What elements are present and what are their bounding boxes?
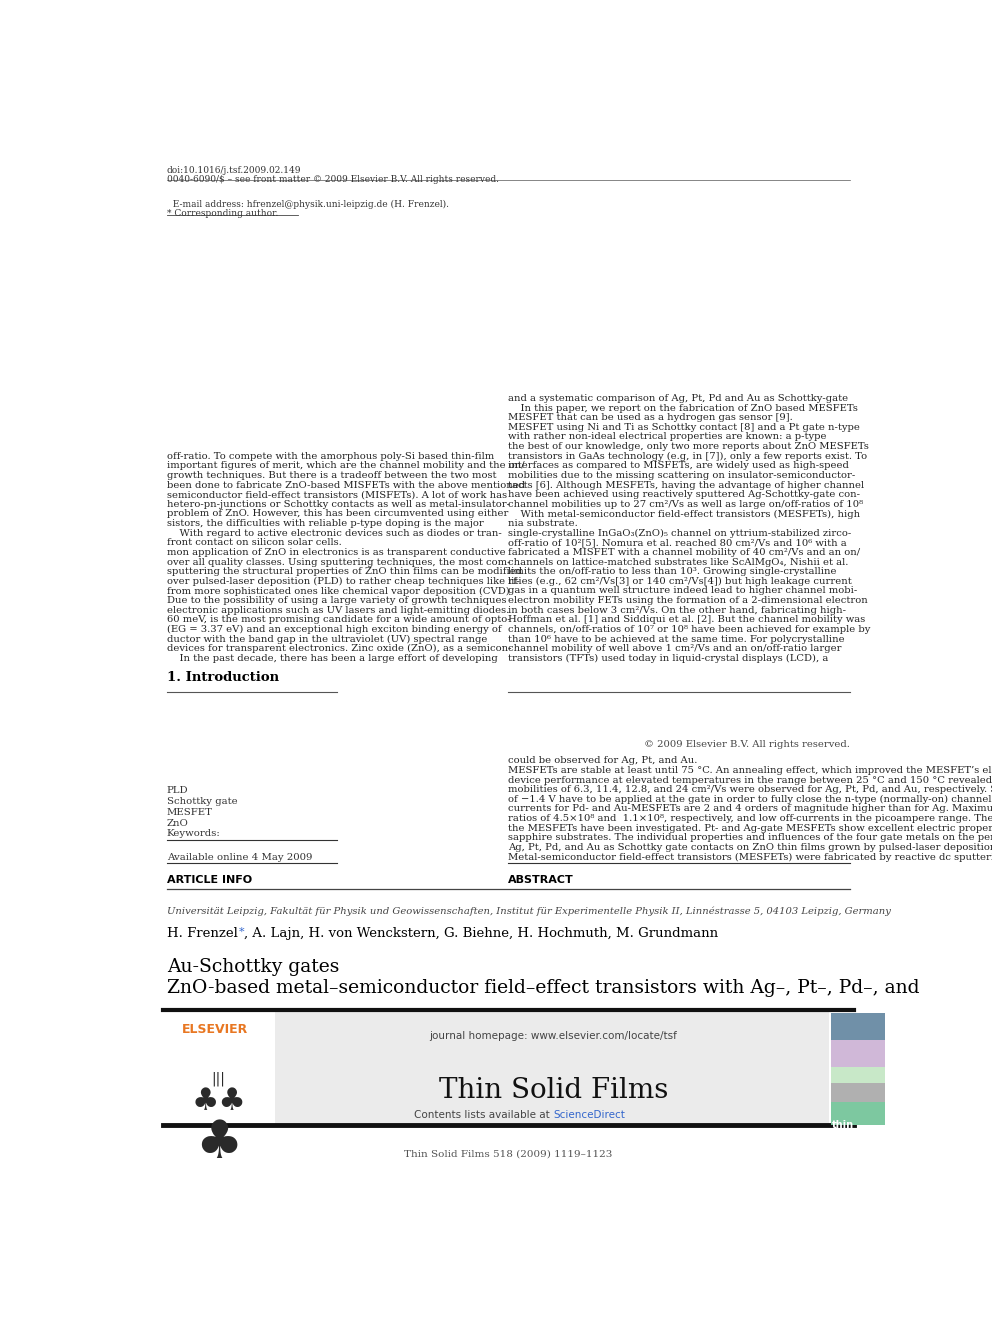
Text: the best of our knowledge, only two more reports about ZnO MESFETs: the best of our knowledge, only two more… — [509, 442, 869, 451]
Text: Universität Leipzig, Fakultät für Physik und Geowissenschaften, Institut für Exp: Universität Leipzig, Fakultät für Physik… — [167, 906, 891, 916]
Text: the MESFETs have been investigated. Pt- and Ag-gate MESFETs show excellent elect: the MESFETs have been investigated. Pt- … — [509, 824, 992, 832]
Text: ScienceDirect: ScienceDirect — [554, 1110, 625, 1119]
Text: ♣♣: ♣♣ — [191, 1086, 246, 1115]
Text: *: * — [239, 927, 244, 937]
Text: single-crystalline InGaO₃(ZnO)₅ channel on yttrium-stabilized zirco-: single-crystalline InGaO₃(ZnO)₅ channel … — [509, 529, 852, 538]
FancyBboxPatch shape — [831, 1040, 885, 1068]
Text: ZnO-based metal–semiconductor field–effect transistors with Ag–, Pt–, Pd–, and: ZnO-based metal–semiconductor field–effe… — [167, 979, 920, 996]
Text: nia substrate.: nia substrate. — [509, 519, 578, 528]
Text: fabricated a MISFET with a channel mobility of 40 cm²/Vs and an on/: fabricated a MISFET with a channel mobil… — [509, 548, 860, 557]
Text: sistors, the difficulties with reliable p-type doping is the major: sistors, the difficulties with reliable … — [167, 519, 483, 528]
Text: ABSTRACT: ABSTRACT — [509, 875, 574, 885]
Text: doi:10.1016/j.tsf.2009.02.149: doi:10.1016/j.tsf.2009.02.149 — [167, 167, 302, 176]
Text: MESFETs are stable at least until 75 °C. An annealing effect, which improved the: MESFETs are stable at least until 75 °C.… — [509, 766, 992, 775]
Text: semiconductor field-effect transistors (MISFETs). A lot of work has: semiconductor field-effect transistors (… — [167, 491, 507, 499]
Text: lities (e.g., 62 cm²/Vs[3] or 140 cm²/Vs[4]) but high leakage current: lities (e.g., 62 cm²/Vs[3] or 140 cm²/Vs… — [509, 577, 852, 586]
Text: could be observed for Ag, Pt, and Au.: could be observed for Ag, Pt, and Au. — [509, 757, 697, 765]
Text: front contact on silicon solar cells.: front contact on silicon solar cells. — [167, 538, 341, 548]
Text: problem of ZnO. However, this has been circumvented using either: problem of ZnO. However, this has been c… — [167, 509, 508, 519]
Text: PLD: PLD — [167, 786, 188, 795]
Text: mobilities due to the missing scattering on insulator-semiconductor-: mobilities due to the missing scattering… — [509, 471, 856, 480]
Text: growth techniques. But there is a tradeoff between the two most: growth techniques. But there is a tradeo… — [167, 471, 496, 480]
Text: In this paper, we report on the fabrication of ZnO based MESFETs: In this paper, we report on the fabricat… — [509, 404, 858, 413]
Text: MESFET that can be used as a hydrogen gas sensor [9].: MESFET that can be used as a hydrogen ga… — [509, 413, 794, 422]
Text: ductor with the band gap in the ultraviolet (UV) spectral range: ductor with the band gap in the ultravio… — [167, 635, 487, 644]
FancyBboxPatch shape — [831, 1013, 885, 1040]
Text: With regard to active electronic devices such as diodes or tran-: With regard to active electronic devices… — [167, 529, 501, 537]
Text: ZnO: ZnO — [167, 819, 188, 828]
Text: Thin Solid Films 518 (2009) 1119–1123: Thin Solid Films 518 (2009) 1119–1123 — [404, 1150, 613, 1159]
Text: device performance at elevated temperatures in the range between 25 °C and 150 °: device performance at elevated temperatu… — [509, 775, 992, 785]
Text: ♣: ♣ — [194, 1118, 242, 1170]
Text: Schottky gate: Schottky gate — [167, 796, 237, 806]
Text: and a systematic comparison of Ag, Pt, Pd and Au as Schottky-gate: and a systematic comparison of Ag, Pt, P… — [509, 394, 848, 404]
FancyBboxPatch shape — [831, 1068, 885, 1082]
Text: © 2009 Elsevier B.V. All rights reserved.: © 2009 Elsevier B.V. All rights reserved… — [644, 741, 850, 750]
Text: currents for Pd- and Au-MESFETs are 2 and 4 orders of magnitude higher than for : currents for Pd- and Au-MESFETs are 2 an… — [509, 804, 992, 814]
Text: Ag, Pt, Pd, and Au as Schottky gate contacts on ZnO thin films grown by pulsed-l: Ag, Pt, Pd, and Au as Schottky gate cont… — [509, 843, 992, 852]
Text: |||: ||| — [211, 1072, 225, 1086]
FancyBboxPatch shape — [163, 1012, 275, 1125]
FancyBboxPatch shape — [275, 1012, 829, 1125]
Text: channels, on/off-ratios of 10⁷ or 10⁸ have been achieved for example by: channels, on/off-ratios of 10⁷ or 10⁸ ha… — [509, 624, 871, 634]
Text: Available online 4 May 2009: Available online 4 May 2009 — [167, 852, 312, 861]
Text: transistors (TFTs) used today in liquid-crystal displays (LCD), a: transistors (TFTs) used today in liquid-… — [509, 654, 828, 663]
Text: 1. Introduction: 1. Introduction — [167, 671, 279, 684]
Text: sputtering the structural properties of ZnO thin films can be modified: sputtering the structural properties of … — [167, 568, 522, 577]
Text: limits the on/off-ratio to less than 10³. Growing single-crystalline: limits the on/off-ratio to less than 10³… — [509, 568, 837, 577]
Text: Au-Schottky gates: Au-Schottky gates — [167, 958, 339, 976]
Text: journal homepage: www.elsevier.com/locate/tsf: journal homepage: www.elsevier.com/locat… — [430, 1031, 678, 1041]
Text: Contents lists available at: Contents lists available at — [415, 1110, 554, 1119]
Text: With metal-semiconductor field-effect transistors (MESFETs), high: With metal-semiconductor field-effect tr… — [509, 509, 860, 519]
Text: E-mail address: hfrenzel@physik.uni-leipzig.de (H. Frenzel).: E-mail address: hfrenzel@physik.uni-leip… — [167, 200, 448, 209]
Text: ARTICLE INFO: ARTICLE INFO — [167, 875, 252, 885]
Text: devices for transparent electronics. Zinc oxide (ZnO), as a semicon-: devices for transparent electronics. Zin… — [167, 644, 511, 654]
Text: 60 meV, is the most promising candidate for a wide amount of opto-: 60 meV, is the most promising candidate … — [167, 615, 510, 624]
Text: electron mobility FETs using the formation of a 2-dimensional electron: electron mobility FETs using the formati… — [509, 597, 868, 605]
Text: ELSEVIER: ELSEVIER — [183, 1024, 248, 1036]
Text: Due to the possibility of using a large variety of growth techniques: Due to the possibility of using a large … — [167, 597, 506, 605]
Text: MESFET using Ni and Ti as Schottky contact [8] and a Pt gate n-type: MESFET using Ni and Ti as Schottky conta… — [509, 423, 860, 431]
Text: ratios of 4.5×10⁸ and  1.1×10⁸, respectively, and low off-currents in the picoam: ratios of 4.5×10⁸ and 1.1×10⁸, respectiv… — [509, 814, 992, 823]
Text: interfaces as compared to MISFETs, are widely used as high-speed: interfaces as compared to MISFETs, are w… — [509, 462, 849, 471]
Text: gas in a quantum well structure indeed lead to higher channel mobi-: gas in a quantum well structure indeed l… — [509, 586, 858, 595]
Text: mon application of ZnO in electronics is as transparent conductive: mon application of ZnO in electronics is… — [167, 548, 505, 557]
Text: * Corresponding author.: * Corresponding author. — [167, 209, 278, 218]
FancyBboxPatch shape — [831, 1082, 885, 1102]
Text: Thin Solid Films: Thin Solid Films — [438, 1077, 668, 1105]
Text: Keywords:: Keywords: — [167, 830, 220, 839]
Text: been done to fabricate ZnO-based MISFETs with the above mentioned: been done to fabricate ZnO-based MISFETs… — [167, 480, 525, 490]
Text: sapphire substrates. The individual properties and influences of the four gate m: sapphire substrates. The individual prop… — [509, 833, 992, 843]
Text: tacts [6]. Although MESFETs, having the advantage of higher channel: tacts [6]. Although MESFETs, having the … — [509, 480, 864, 490]
Text: channel mobilities up to 27 cm²/Vs as well as large on/off-ratios of 10⁸: channel mobilities up to 27 cm²/Vs as we… — [509, 500, 863, 509]
Text: off-ratio of 10²[5]. Nomura et al. reached 80 cm²/Vs and 10⁶ with a: off-ratio of 10²[5]. Nomura et al. reach… — [509, 538, 847, 548]
Text: off-ratio. To compete with the amorphous poly-Si based thin-film: off-ratio. To compete with the amorphous… — [167, 451, 494, 460]
Text: (EG = 3.37 eV) and an exceptional high exciton binding energy of: (EG = 3.37 eV) and an exceptional high e… — [167, 624, 501, 634]
Text: 0040-6090/$ – see front matter © 2009 Elsevier B.V. All rights reserved.: 0040-6090/$ – see front matter © 2009 El… — [167, 175, 499, 184]
Text: have been achieved using reactively sputtered Ag-Schottky-gate con-: have been achieved using reactively sput… — [509, 491, 860, 499]
Text: channel mobility of well above 1 cm²/Vs and an on/off-ratio larger: channel mobility of well above 1 cm²/Vs … — [509, 644, 842, 654]
Text: important figures of merit, which are the channel mobility and the on/: important figures of merit, which are th… — [167, 462, 524, 471]
Text: MESFET: MESFET — [167, 808, 212, 816]
Text: , A. Lajn, H. von Wenckstern, G. Biehne, H. Hochmuth, M. Grundmann: , A. Lajn, H. von Wenckstern, G. Biehne,… — [244, 927, 718, 941]
Text: thin
solid
films: thin solid films — [832, 1119, 859, 1155]
Text: In the past decade, there has been a large effort of developing: In the past decade, there has been a lar… — [167, 654, 497, 663]
Text: hetero-pn-junctions or Schottky contacts as well as metal-insulator-: hetero-pn-junctions or Schottky contacts… — [167, 500, 510, 509]
Text: Hoffman et al. [1] and Siddiqui et al. [2]. But the channel mobility was: Hoffman et al. [1] and Siddiqui et al. [… — [509, 615, 866, 624]
Text: transistors in GaAs technology (e.g, in [7]), only a few reports exist. To: transistors in GaAs technology (e.g, in … — [509, 451, 868, 460]
Text: over all quality classes. Using sputtering techniques, the most com-: over all quality classes. Using sputteri… — [167, 557, 510, 566]
Text: in both cases below 3 cm²/Vs. On the other hand, fabricating high-: in both cases below 3 cm²/Vs. On the oth… — [509, 606, 846, 615]
Text: with rather non-ideal electrical properties are known: a p-type: with rather non-ideal electrical propert… — [509, 433, 827, 442]
Text: Metal-semiconductor field-effect transistors (MESFETs) were fabricated by reacti: Metal-semiconductor field-effect transis… — [509, 852, 992, 861]
Text: channels on lattice-matched substrates like ScAlMgO₄, Nishii et al.: channels on lattice-matched substrates l… — [509, 557, 849, 566]
Text: electronic applications such as UV lasers and light-emitting diodes.: electronic applications such as UV laser… — [167, 606, 509, 615]
Text: H. Frenzel: H. Frenzel — [167, 927, 242, 941]
FancyBboxPatch shape — [831, 1102, 885, 1125]
Text: from more sophisticated ones like chemical vapor deposition (CVD): from more sophisticated ones like chemic… — [167, 586, 509, 595]
Text: over pulsed-laser deposition (PLD) to rather cheap techniques like rf-: over pulsed-laser deposition (PLD) to ra… — [167, 577, 520, 586]
Text: of −1.4 V have to be applied at the gate in order to fully close the n-type (nor: of −1.4 V have to be applied at the gate… — [509, 795, 992, 804]
Text: mobilities of 6.3, 11.4, 12.8, and 24 cm²/Vs were observed for Ag, Pt, Pd, and A: mobilities of 6.3, 11.4, 12.8, and 24 cm… — [509, 785, 992, 794]
Text: than 10⁶ have to be achieved at the same time. For polycrystalline: than 10⁶ have to be achieved at the same… — [509, 635, 845, 643]
